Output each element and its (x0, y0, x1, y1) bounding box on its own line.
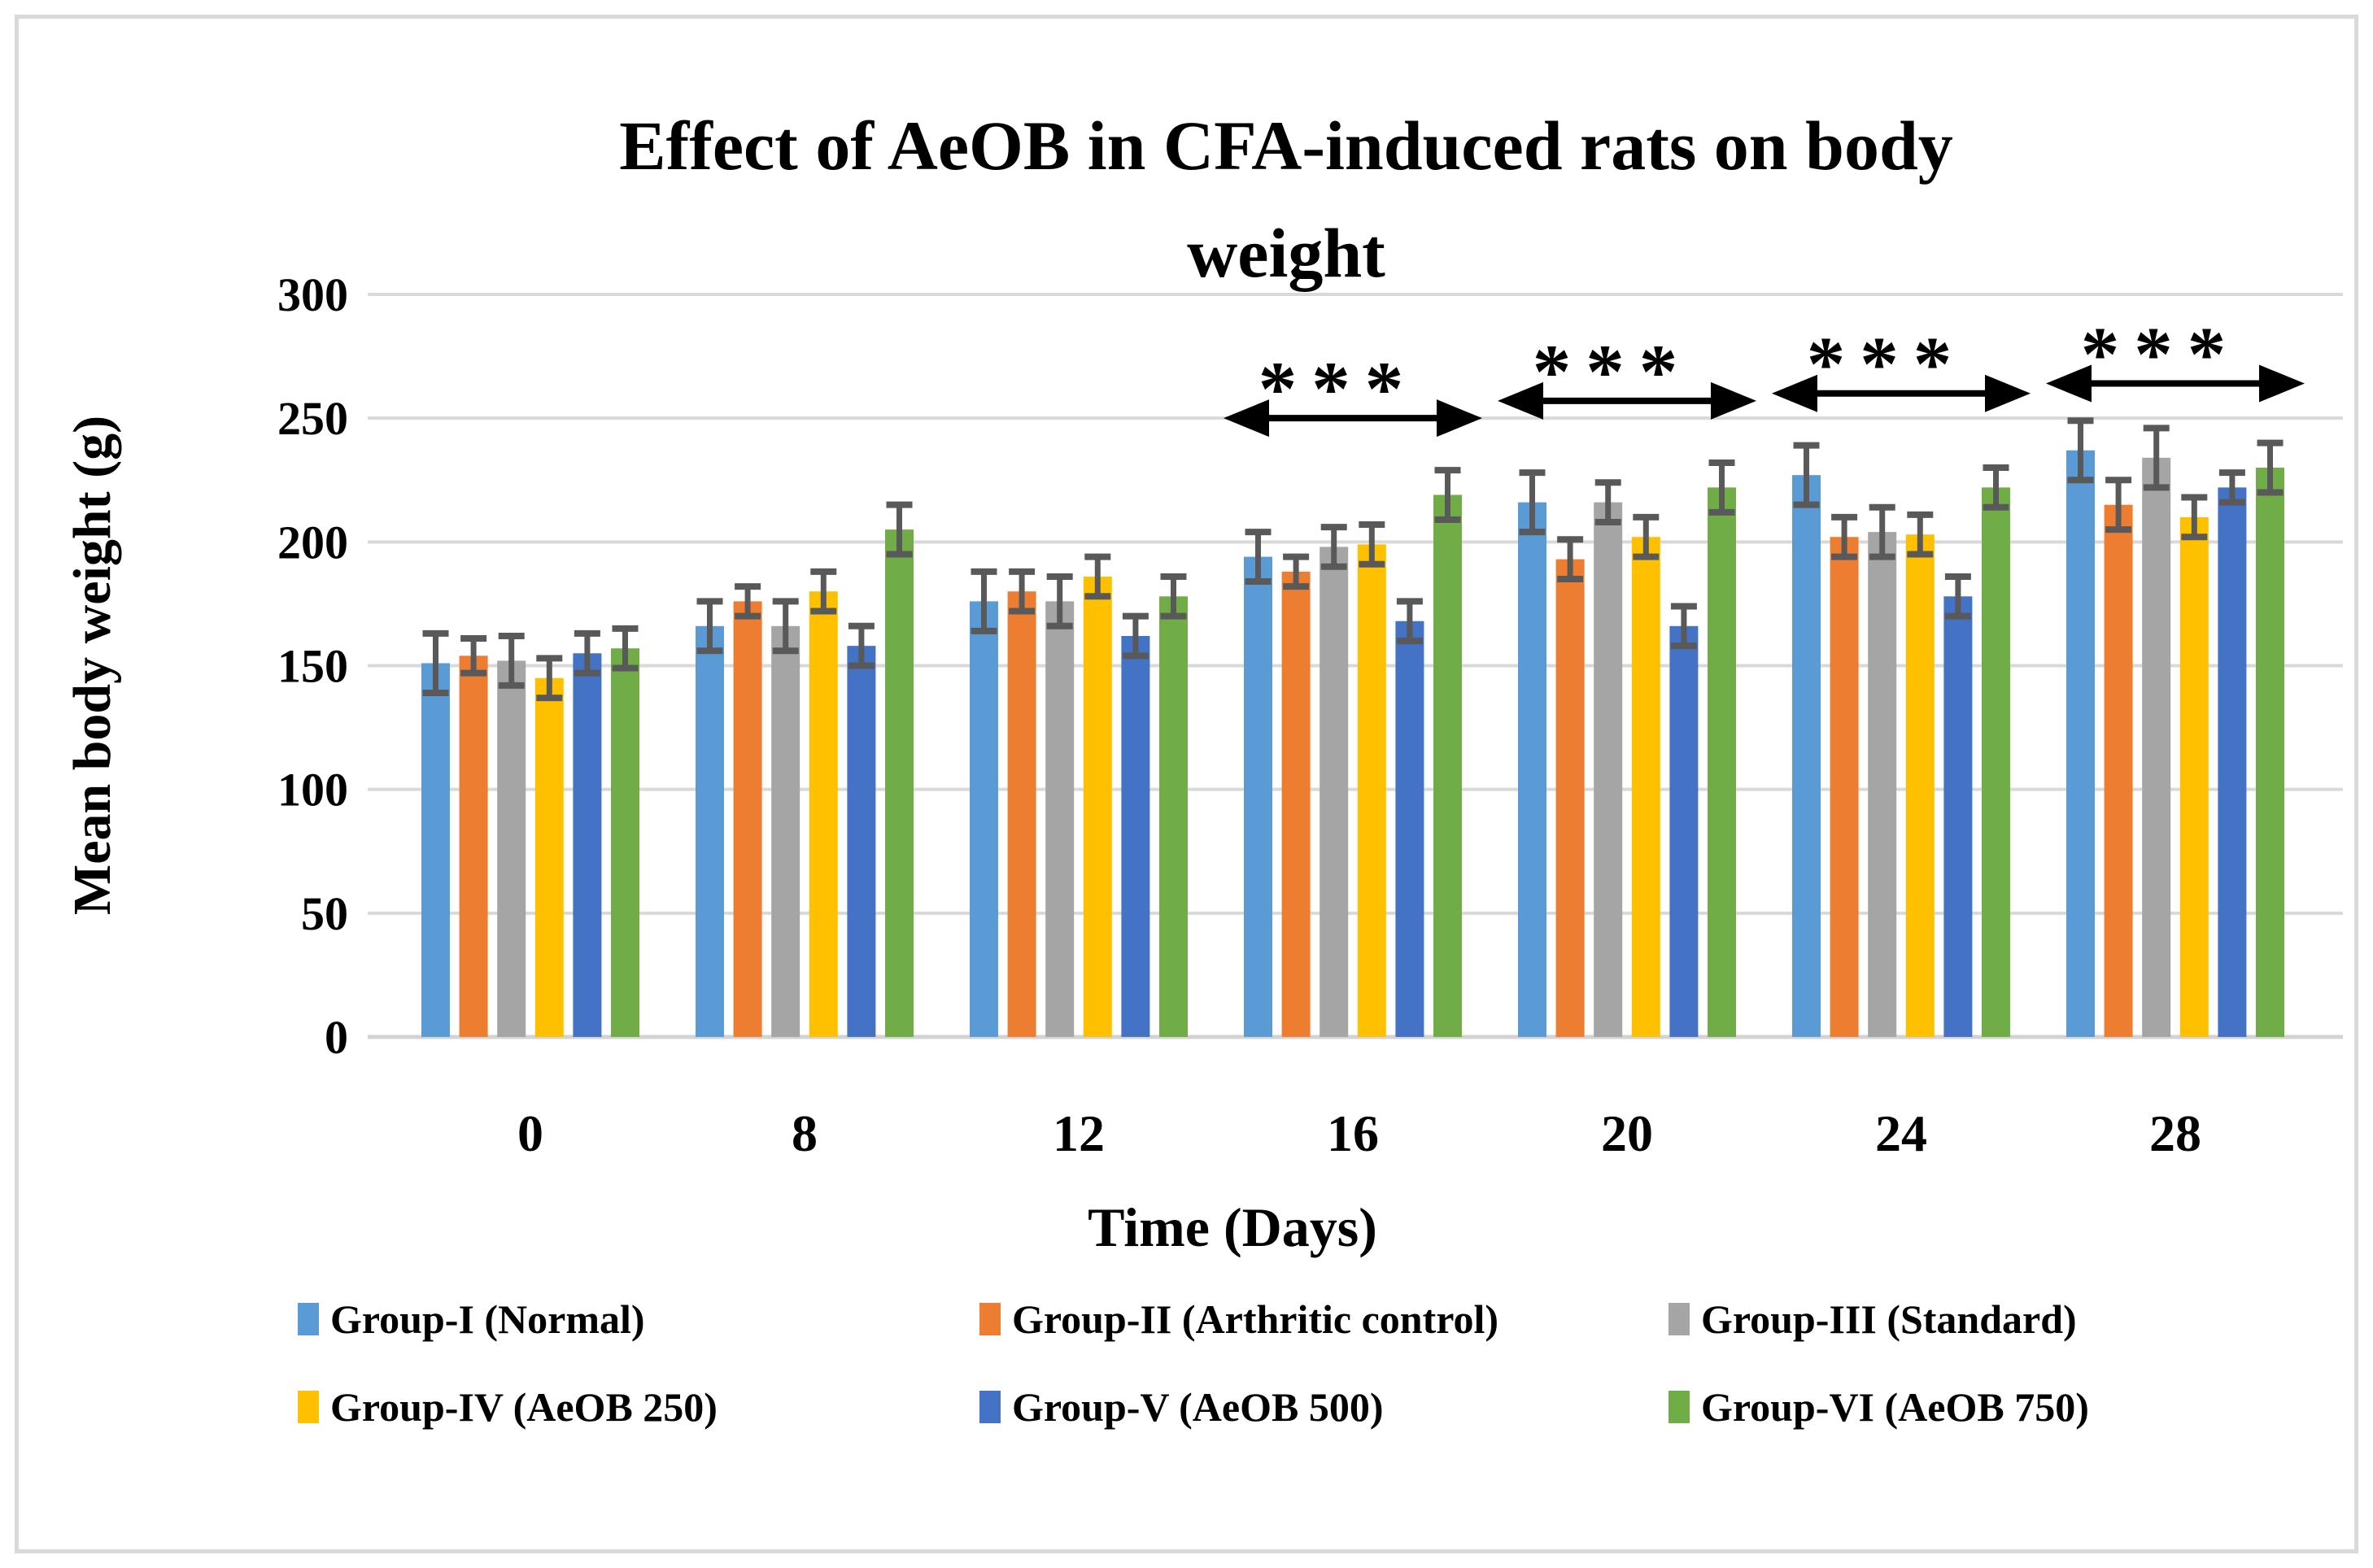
significance-stars: *** (1258, 346, 1419, 432)
significance-stars: *** (1533, 329, 1693, 415)
x-tick-label: 16 (1327, 1104, 1379, 1162)
arrowhead-right-icon (1437, 399, 1482, 438)
bar (1083, 576, 1112, 1037)
bar (1121, 635, 1150, 1037)
y-tick-label: 50 (301, 887, 348, 940)
bar (771, 625, 800, 1037)
bar (2104, 504, 2133, 1037)
bar (1281, 571, 1311, 1037)
legend-label: Group-III (Standard) (1701, 1296, 2077, 1342)
legend-swatch-icon (1669, 1391, 1690, 1423)
arrowhead-left-icon (1498, 381, 1543, 420)
bar (421, 663, 450, 1037)
legend-label: Group-V (AeOB 500) (1012, 1384, 1384, 1430)
legend-item: Group-I (Normal) (298, 1288, 645, 1350)
bar (2218, 487, 2247, 1037)
bar (1708, 487, 1736, 1037)
bar (1244, 556, 1272, 1037)
legend-swatch-icon (1669, 1303, 1690, 1335)
bar (1555, 559, 1585, 1037)
bar (611, 648, 639, 1037)
chart-title-line2: weight (1187, 214, 1385, 292)
arrowhead-left-icon (2046, 364, 2092, 403)
x-tick-label: 0 (517, 1104, 543, 1162)
y-tick-label: 150 (277, 640, 348, 693)
arrowhead-right-icon (2259, 364, 2305, 403)
arrowhead-left-icon (1224, 399, 1269, 438)
bar (1433, 494, 1462, 1037)
significance-annotation: *** (1772, 321, 2031, 412)
bar (1007, 591, 1036, 1037)
bar (1792, 475, 1821, 1037)
y-tick-label: 0 (325, 1011, 348, 1064)
significance-stars: *** (1807, 321, 1967, 407)
bar (1830, 537, 1859, 1037)
legend-item: Group-V (AeOB 500) (979, 1376, 1384, 1438)
bar (885, 529, 914, 1037)
x-tick-label: 20 (1601, 1104, 1653, 1162)
legend-label: Group-II (Arthritic control) (1012, 1296, 1499, 1342)
bar (2142, 457, 2171, 1037)
significance-annotation: *** (1224, 346, 1482, 438)
bar (733, 601, 762, 1037)
chart-title: Effect of AeOB in CFA-induced rats on bo… (619, 107, 1953, 185)
legend-swatch-icon (979, 1391, 1001, 1423)
significance-annotation: *** (1498, 329, 1756, 420)
bar (696, 625, 724, 1037)
legend-item: Group-II (Arthritic control) (979, 1288, 1498, 1350)
x-axis-title: Time (Days) (1088, 1196, 1377, 1258)
bar (1943, 596, 1973, 1037)
y-tick-label: 250 (277, 392, 348, 445)
legend-label: Group-IV (AeOB 250) (330, 1384, 718, 1430)
arrowhead-left-icon (1772, 374, 1817, 412)
x-tick-label: 8 (792, 1104, 818, 1162)
legend-swatch-icon (298, 1391, 319, 1423)
bar (497, 660, 526, 1037)
bar (2179, 516, 2209, 1037)
bar (2066, 450, 2095, 1037)
legend-item: Group-IV (AeOB 250) (298, 1376, 718, 1438)
y-axis-title: Mean body weight (g) (63, 416, 122, 915)
y-tick-label: 200 (277, 516, 348, 568)
bar (847, 646, 876, 1037)
bar (534, 677, 564, 1037)
significance-annotation: *** (2046, 311, 2305, 403)
bar (1320, 547, 1349, 1037)
bar (1594, 502, 1623, 1037)
bar (2256, 468, 2284, 1037)
bar (1045, 601, 1075, 1037)
y-tick-label: 100 (277, 764, 348, 817)
bar (1518, 502, 1546, 1037)
arrowhead-right-icon (1985, 374, 2031, 412)
y-tick-label: 300 (277, 268, 348, 321)
bar (1868, 532, 1897, 1037)
bar (1669, 625, 1699, 1037)
bar (809, 591, 838, 1037)
x-tick-label: 24 (1875, 1104, 1927, 1162)
bar (1982, 487, 2010, 1037)
legend-label: Group-VI (AeOB 750) (1701, 1384, 2089, 1430)
bar (1357, 544, 1386, 1037)
x-tick-label: 28 (2149, 1104, 2201, 1162)
bar (1905, 534, 1935, 1037)
significance-stars: *** (2081, 311, 2241, 398)
bar (970, 601, 998, 1037)
bar (1395, 621, 1424, 1037)
figure-border (15, 15, 2358, 1553)
bar (459, 656, 488, 1037)
bar (1159, 596, 1188, 1037)
bar (1631, 537, 1660, 1037)
legend-swatch-icon (979, 1303, 1001, 1335)
x-tick-label: 12 (1053, 1104, 1105, 1162)
legend-item: Group-III (Standard) (1669, 1288, 2077, 1350)
bar (573, 653, 602, 1037)
arrowhead-right-icon (1711, 381, 1756, 420)
legend-swatch-icon (298, 1303, 319, 1335)
legend-item: Group-VI (AeOB 750) (1669, 1376, 2089, 1438)
legend-label: Group-I (Normal) (330, 1296, 645, 1342)
